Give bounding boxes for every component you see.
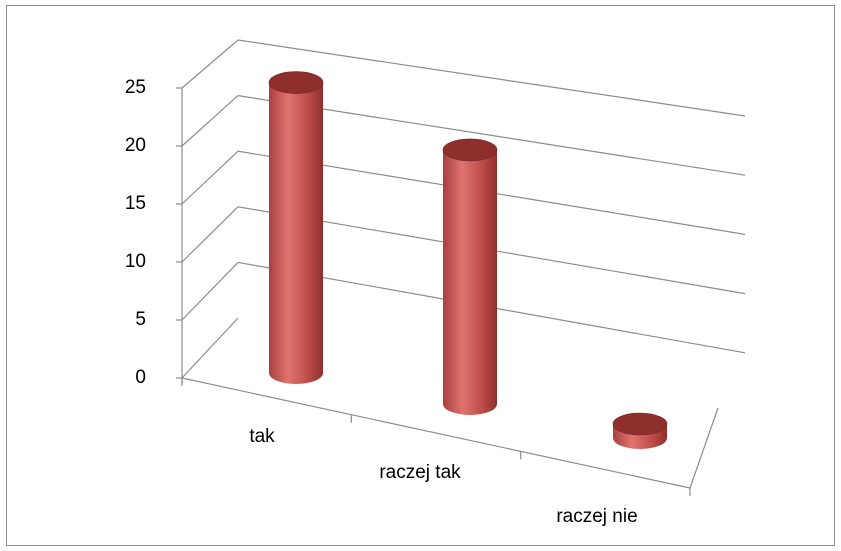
cylinder-top xyxy=(612,412,668,436)
cylinder-body xyxy=(269,82,323,384)
bar-raczej-nie xyxy=(612,412,668,449)
grid-line-left xyxy=(181,150,239,205)
grid-line-back xyxy=(237,39,746,117)
category-label-raczej-nie: raczej nie xyxy=(556,506,637,527)
cylinder-top xyxy=(442,138,498,162)
bar-tak xyxy=(268,71,324,384)
category-label-tak: tak xyxy=(249,426,275,447)
chart-frame xyxy=(6,5,835,546)
y-tick-label: 20 xyxy=(125,135,146,156)
grid-line-left xyxy=(181,261,239,321)
y-tick-label: 15 xyxy=(125,193,146,214)
y-tick-labels: 0 5 10 15 20 25 xyxy=(125,77,146,388)
bars xyxy=(268,71,668,449)
cylinder-body xyxy=(443,149,497,415)
bar-raczej-tak xyxy=(442,138,498,415)
grid-line-left xyxy=(181,206,239,263)
grid-line-left xyxy=(181,95,239,147)
y-tick-label: 5 xyxy=(135,309,146,330)
y-tick-label: 0 xyxy=(135,367,146,388)
x-axis-line xyxy=(181,377,691,489)
category-labels: tak raczej tak raczej nie xyxy=(249,426,637,527)
cylinder-top xyxy=(268,71,324,94)
y-axis xyxy=(176,87,183,384)
x-axis xyxy=(181,377,719,496)
grid-line-left xyxy=(181,39,239,89)
category-label-raczej-tak: raczej tak xyxy=(379,462,461,483)
y-tick-label: 10 xyxy=(125,251,146,272)
grid-line-left xyxy=(181,317,239,379)
floor-edge xyxy=(689,407,719,489)
y-tick-label: 25 xyxy=(125,77,146,98)
